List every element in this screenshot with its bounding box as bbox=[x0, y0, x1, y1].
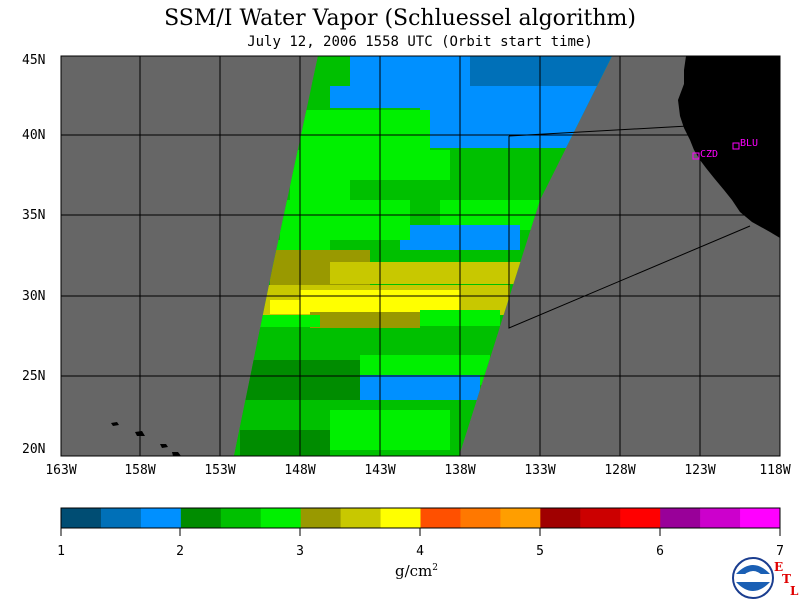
lat-label-25n: 25N bbox=[22, 369, 46, 384]
colorbar-ticks bbox=[60, 528, 781, 536]
colorbar-swatch bbox=[660, 508, 701, 528]
lat-label-35n: 35N bbox=[22, 208, 46, 223]
colorbar-swatch bbox=[100, 508, 142, 528]
map-frame bbox=[60, 55, 781, 457]
station-marker bbox=[692, 152, 700, 160]
lon-label-143w: 143W bbox=[364, 463, 396, 478]
map-title: SSM/I Water Vapor (Schluessel algorithm) bbox=[164, 6, 636, 31]
lat-label-40n: 40N bbox=[22, 128, 46, 143]
lon-label-123w: 123W bbox=[684, 463, 716, 478]
lon-label-153w: 153W bbox=[204, 463, 236, 478]
colorbar-swatch bbox=[180, 508, 222, 528]
colorbar-unit: g/cm2 bbox=[395, 562, 439, 580]
lon-label-158w: 158W bbox=[124, 463, 156, 478]
noaa-logo bbox=[732, 557, 774, 599]
colorbar-swatch bbox=[460, 508, 501, 528]
colorbar-swatch bbox=[220, 508, 262, 528]
colorbar-label-3: 3 bbox=[296, 544, 304, 559]
north-america-landmass bbox=[678, 56, 780, 238]
station-blu: BLU bbox=[732, 138, 758, 150]
colorbar-swatch bbox=[340, 508, 382, 528]
lon-label-148w: 148W bbox=[284, 463, 316, 478]
colorbar-label-2: 2 bbox=[176, 544, 184, 559]
station-label: BLU bbox=[740, 138, 758, 149]
colorbar-swatch bbox=[300, 508, 342, 528]
colorbar-label-5: 5 bbox=[536, 544, 544, 559]
colorbar-swatch bbox=[700, 508, 741, 528]
colorbar-swatch bbox=[420, 508, 461, 528]
station-czd: CZD bbox=[692, 149, 718, 160]
station-label: CZD bbox=[700, 149, 718, 160]
colorbar-label-1: 1 bbox=[57, 544, 65, 559]
colorbar-swatch bbox=[740, 508, 781, 528]
logo-letter-l: L bbox=[790, 584, 799, 598]
colorbar-label-7: 7 bbox=[776, 544, 784, 559]
colorbar-swatch bbox=[500, 508, 541, 528]
lon-label-133w: 133W bbox=[524, 463, 556, 478]
colorbar-swatch bbox=[380, 508, 421, 528]
colorbar-swatch bbox=[540, 508, 581, 528]
lat-lon-grid bbox=[61, 56, 780, 456]
map-subtitle: July 12, 2006 1558 UTC (Orbit start time… bbox=[247, 34, 593, 50]
hawaii-islands bbox=[111, 422, 181, 456]
lon-label-128w: 128W bbox=[604, 463, 636, 478]
colorbar-swatch bbox=[260, 508, 302, 528]
colorbar-swatch bbox=[61, 508, 102, 528]
colorbar-swatch bbox=[140, 508, 182, 528]
lon-label-118w: 118W bbox=[759, 463, 791, 478]
lon-label-138w: 138W bbox=[444, 463, 476, 478]
colorbar-swatch bbox=[620, 508, 661, 528]
logo-letter-e: E bbox=[774, 560, 784, 574]
colorbar-label-4: 4 bbox=[416, 544, 424, 559]
lat-label-45n: 45N bbox=[22, 53, 46, 68]
colorbar-label-6: 6 bbox=[656, 544, 664, 559]
lon-label-163w: 163W bbox=[45, 463, 77, 478]
colorbar-swatch bbox=[580, 508, 621, 528]
logo-letter-t: T bbox=[782, 572, 791, 586]
lat-label-30n: 30N bbox=[22, 289, 46, 304]
analysis-domain-outline bbox=[508, 125, 751, 329]
colorbar bbox=[61, 508, 781, 528]
station-marker bbox=[732, 142, 740, 150]
lat-label-20n: 20N bbox=[22, 442, 46, 457]
